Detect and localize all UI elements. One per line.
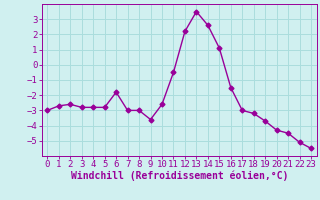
X-axis label: Windchill (Refroidissement éolien,°C): Windchill (Refroidissement éolien,°C) [70, 171, 288, 181]
